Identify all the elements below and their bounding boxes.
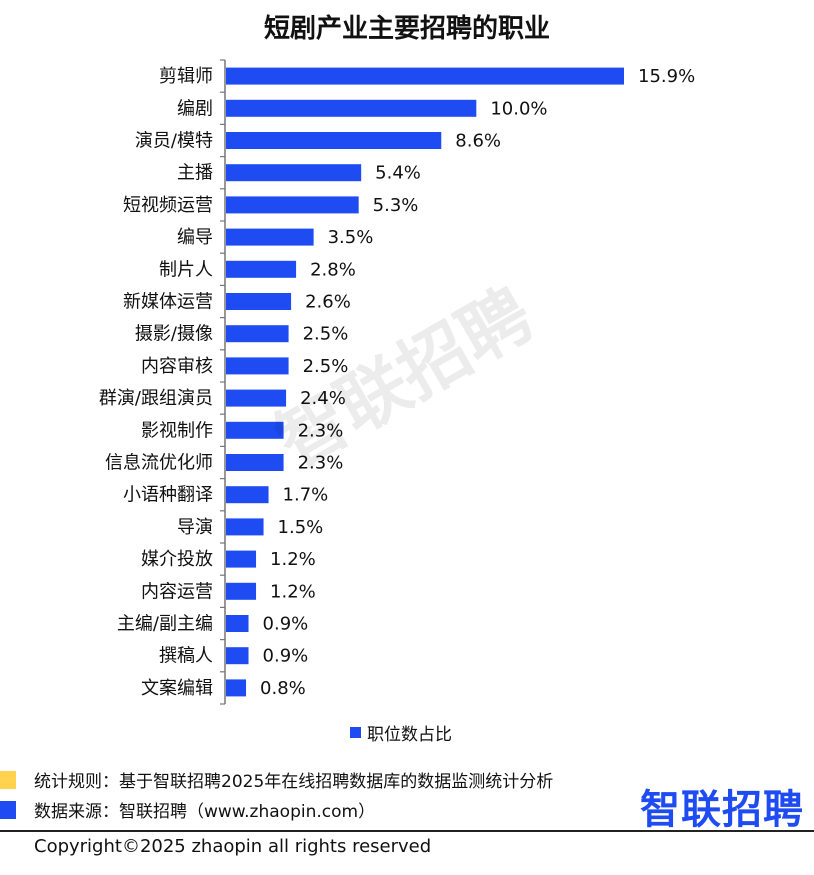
bar [226, 421, 284, 439]
data-label: 1.2% [270, 549, 316, 570]
bar [226, 357, 289, 375]
data-label: 3.5% [328, 227, 374, 248]
data-label: 0.9% [263, 646, 309, 667]
note-rule: 统计规则：基于智联招聘2025年在线招聘数据库的数据监测统计分析 [0, 767, 553, 792]
category-label: 媒介投放 [141, 549, 213, 570]
category-label: 演员/模特 [135, 131, 213, 152]
bar [226, 647, 249, 665]
bar [226, 486, 269, 504]
bar [226, 550, 257, 568]
category-label: 新媒体运营 [123, 292, 213, 313]
category-label: 导演 [177, 517, 213, 538]
note-rule-marker [0, 770, 16, 789]
category-label: 撰稿人 [159, 646, 213, 667]
bar [226, 260, 297, 278]
data-label: 2.4% [300, 388, 346, 409]
bar [226, 164, 362, 182]
bar [226, 196, 359, 214]
data-label: 2.5% [303, 356, 349, 377]
category-label: 制片人 [159, 259, 213, 280]
bar [226, 132, 442, 149]
legend-swatch [350, 727, 361, 738]
data-label: 2.6% [305, 292, 351, 313]
category-label: 文案编辑 [141, 678, 213, 699]
bar [226, 454, 284, 471]
bar-chart: 剪辑师 15.9% 编剧 10.0% 演员/模特 8.6% 主播 5.4% 短视频运营 5.3% 编… [99, 59, 695, 705]
category-label: 信息流优化师 [105, 453, 213, 474]
note-source: 数据来源：智联招聘（www.zhaopin.com） [0, 797, 375, 822]
data-label: 1.2% [270, 581, 316, 602]
bar [226, 582, 257, 600]
category-label: 剪辑师 [159, 66, 213, 87]
bar [226, 389, 287, 407]
legend-label: 职位数占比 [367, 725, 452, 745]
data-label: 2.3% [298, 453, 344, 474]
category-label: 主播 [177, 163, 213, 184]
footer-divider [0, 830, 814, 832]
note-rule-text: 统计规则：基于智联招聘2025年在线招聘数据库的数据监测统计分析 [34, 772, 554, 792]
data-label: 0.8% [260, 678, 306, 699]
bar [226, 99, 477, 117]
category-label: 主编/副主编 [117, 614, 213, 635]
data-label: 2.3% [298, 420, 344, 441]
data-label: 2.8% [310, 259, 356, 280]
bar [226, 293, 292, 310]
note-source-marker [0, 800, 16, 819]
bar [226, 67, 624, 85]
category-label: 内容运营 [141, 581, 213, 602]
chart-legend: 职位数占比 [350, 720, 452, 745]
bar [226, 679, 247, 697]
category-label: 群演/跟组演员 [99, 388, 213, 409]
data-label: 15.9% [638, 66, 695, 87]
category-label: 影视制作 [141, 420, 213, 441]
bar [226, 518, 264, 536]
data-label: 0.9% [263, 614, 309, 635]
data-label: 2.5% [303, 324, 349, 345]
category-label: 短视频运营 [123, 195, 213, 216]
category-label: 编剧 [177, 98, 213, 119]
category-label: 内容审核 [141, 356, 213, 377]
category-label: 摄影/摄像 [135, 324, 213, 345]
bar [226, 228, 314, 246]
note-source-text: 数据来源：智联招聘（www.zhaopin.com） [34, 802, 376, 822]
data-label: 5.4% [375, 163, 421, 184]
category-label: 编导 [177, 227, 213, 248]
data-label: 10.0% [490, 98, 547, 119]
data-label: 5.3% [373, 195, 419, 216]
data-label: 8.6% [455, 131, 501, 152]
data-label: 1.7% [283, 485, 329, 506]
data-label: 1.5% [278, 517, 324, 538]
copyright-text: Copyright©2025 zhaopin all rights reserv… [34, 836, 432, 857]
category-label: 小语种翻译 [123, 485, 213, 506]
bar [226, 615, 249, 632]
bar [226, 325, 289, 343]
chart-title: 短剧产业主要招聘的职业 [263, 14, 550, 44]
zhaopin-logo: 智联招聘 [640, 787, 804, 833]
